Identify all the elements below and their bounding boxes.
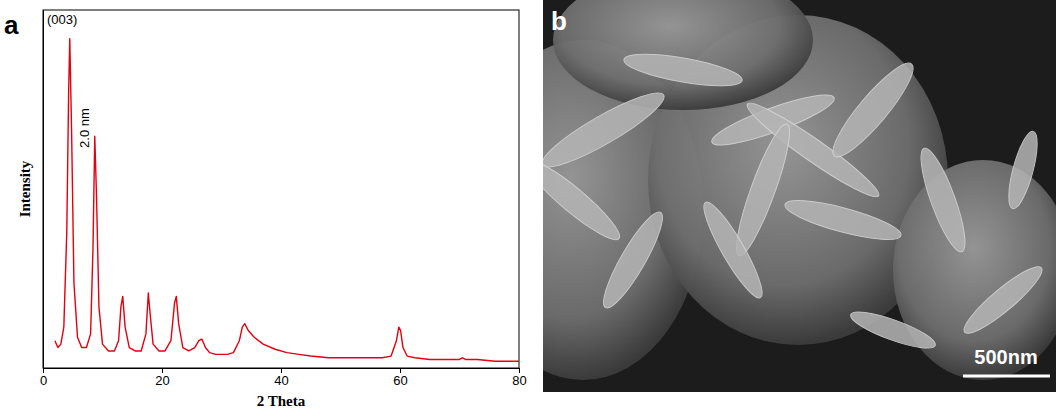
y-axis <box>43 11 44 369</box>
panel-label: a <box>4 10 19 40</box>
plot-area <box>55 39 519 362</box>
x-tick: 60 <box>393 368 407 388</box>
sem-petal <box>847 305 938 355</box>
panel-label: b <box>551 6 567 36</box>
x-tick: 80 <box>512 368 526 388</box>
sem-petal <box>543 83 671 177</box>
x-tick: 40 <box>274 368 288 388</box>
x-tick-label: 40 <box>274 373 288 388</box>
sem-petal <box>824 55 923 165</box>
x-axis: 0 20 40 60 80 <box>40 368 527 388</box>
x-tick-label: 80 <box>512 373 526 388</box>
sem-petal <box>622 48 744 92</box>
sem-petal <box>913 144 973 256</box>
x-tick: 0 <box>40 368 47 388</box>
sem-petal <box>696 197 770 303</box>
sem-panel: 500nm b <box>463 0 1056 392</box>
plot-frame <box>43 10 519 368</box>
x-tick: 20 <box>155 368 169 388</box>
sem-flower <box>553 0 813 110</box>
xrd-line <box>55 39 519 362</box>
x-axis-title: 2 Theta <box>257 393 306 409</box>
sem-petal <box>543 152 627 248</box>
y-axis-title: Intensity <box>17 160 33 217</box>
x-tick-label: 60 <box>393 373 407 388</box>
sem-petal <box>1003 129 1043 211</box>
figure: 0 20 40 60 80 2 Theta Intensity a (003) 2.0 nm 500… <box>0 0 1056 415</box>
sem-petal <box>595 206 671 313</box>
x-tick-label: 20 <box>155 373 169 388</box>
x-tick-label: 0 <box>40 373 47 388</box>
scale-bar-label: 500nm <box>974 346 1037 368</box>
sem-image <box>543 0 1056 392</box>
annotation: 2.0 nm <box>77 108 92 148</box>
annotation: (003) <box>47 12 77 27</box>
sem-petal <box>958 259 1049 340</box>
scale-bar <box>963 375 1050 378</box>
y-axis-line <box>43 11 44 369</box>
sem-petal <box>782 193 904 247</box>
